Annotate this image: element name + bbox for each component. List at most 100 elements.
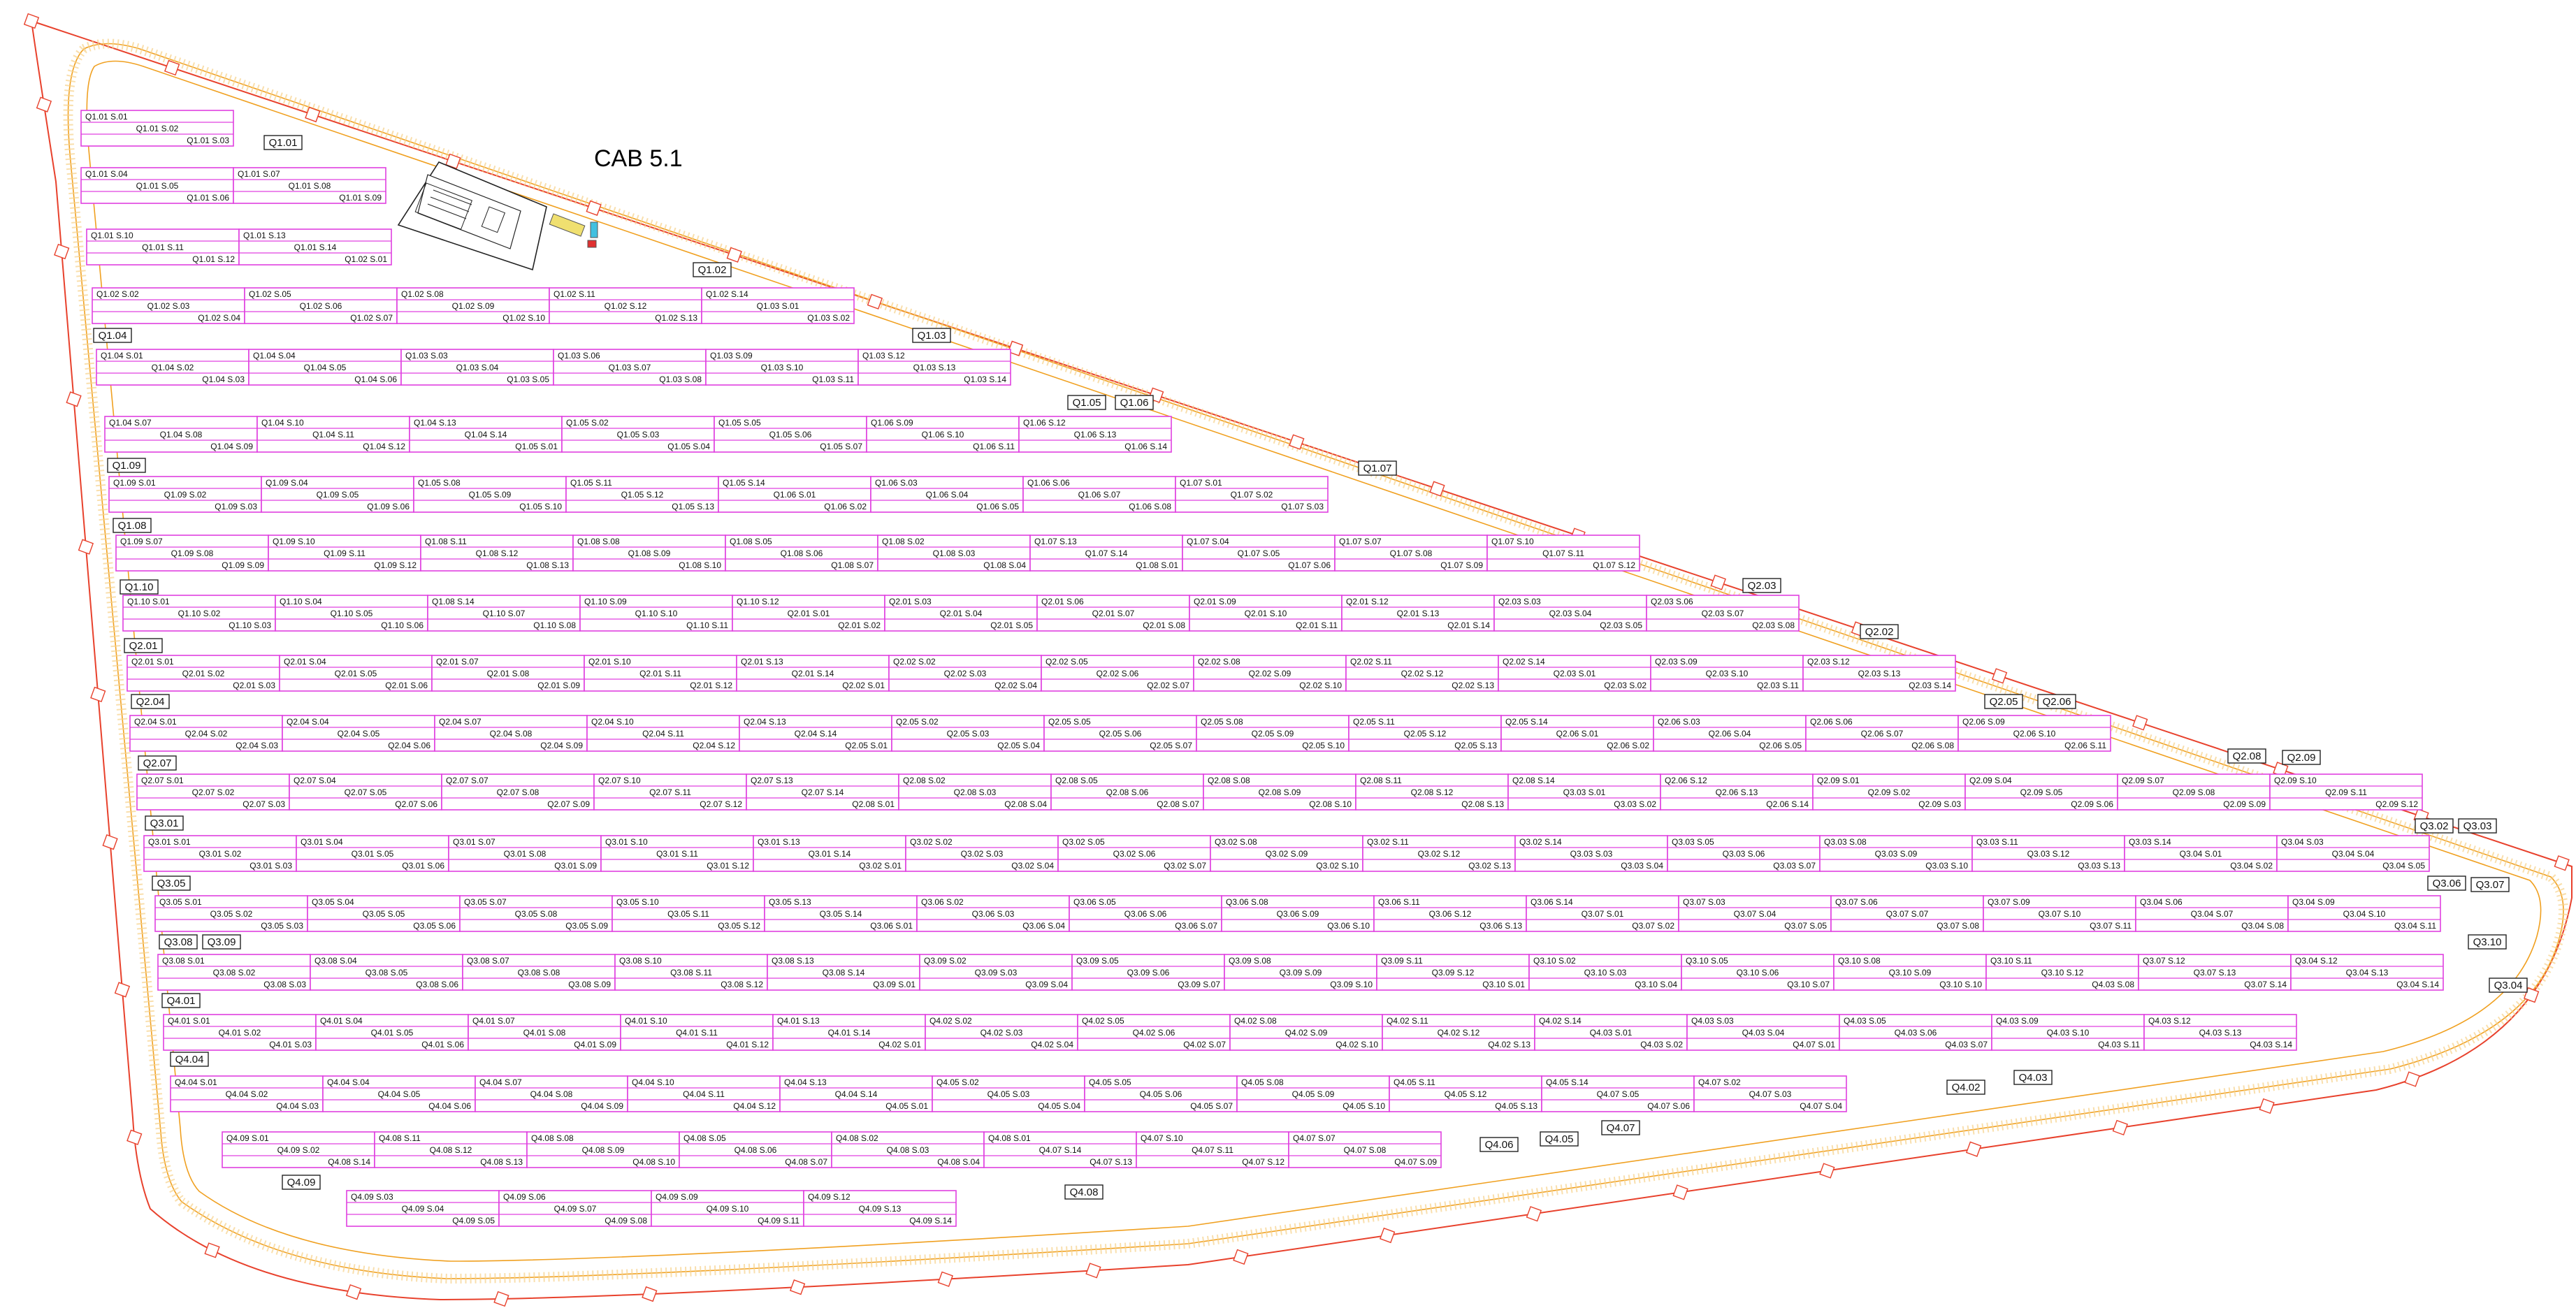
svg-text:Q3.06: Q3.06 <box>2433 878 2461 889</box>
string-label: Q3.01 S.01 <box>148 837 191 847</box>
string-label: Q2.01 S.07 <box>1092 609 1135 618</box>
string-label: Q4.05 S.01 <box>885 1101 928 1111</box>
fence-post <box>789 1279 806 1295</box>
string-table: Q2.03 S.09 Q2.03 S.10 Q2.03 S.11 <box>1650 655 1804 692</box>
string-table: Q2.08 S.05 Q2.08 S.06 Q2.08 S.07 <box>1050 773 1204 811</box>
string-label: Q4.03 S.02 <box>1640 1040 1683 1049</box>
svg-text:Q3.02: Q3.02 <box>2420 820 2449 832</box>
string-label: Q1.08 S.14 <box>432 597 475 606</box>
string-label: Q1.09 S.11 <box>324 548 366 558</box>
string-table: Q4.09 S.01 Q4.09 S.02 Q4.08 S.14 <box>222 1131 375 1168</box>
string-label: Q4.09 S.12 <box>808 1192 851 1202</box>
string-table: Q1.05 S.14 Q1.06 S.01 Q1.06 S.02 <box>718 476 871 513</box>
string-label: Q4.01 S.09 <box>574 1040 616 1049</box>
string-label: Q4.09 S.01 <box>226 1133 269 1143</box>
string-label: Q2.07 S.07 <box>446 776 489 785</box>
zone-tag: Q4.06 <box>1479 1137 1519 1152</box>
svg-text:Q1.08: Q1.08 <box>118 520 147 532</box>
string-label: Q1.01 S.07 <box>238 169 280 179</box>
string-table: Q1.09 S.01 Q1.09 S.02 Q1.09 S.03 <box>108 476 262 513</box>
zone-tag: Q4.08 <box>1064 1184 1104 1200</box>
string-label: Q2.03 S.09 <box>1655 657 1698 667</box>
string-label: Q2.07 S.12 <box>700 799 742 809</box>
fence-post <box>1991 668 2008 684</box>
string-label: Q4.02 S.02 <box>929 1016 972 1026</box>
string-label: Q4.08 S.06 <box>735 1145 777 1155</box>
string-label: Q2.07 S.14 <box>802 787 844 797</box>
string-label: Q2.01 S.08 <box>487 669 530 678</box>
string-label: Q3.03 S.03 <box>1570 849 1613 859</box>
fence-post <box>445 153 461 170</box>
string-label: Q1.06 S.01 <box>774 490 816 500</box>
string-label: Q3.06 S.08 <box>1226 897 1268 907</box>
string-label: Q1.07 S.02 <box>1231 490 1273 500</box>
string-table: Q1.08 S.08 Q1.08 S.09 Q1.08 S.10 <box>572 535 726 572</box>
string-label: Q3.09 S.06 <box>1127 968 1170 978</box>
string-label: Q4.01 S.05 <box>371 1028 414 1038</box>
zone-tag: Q1.05 <box>1067 395 1106 410</box>
string-label: Q3.04 S.01 <box>2180 849 2222 859</box>
string-label: Q1.09 S.06 <box>367 502 410 511</box>
string-label: Q2.08 S.10 <box>1309 799 1352 809</box>
string-label: Q3.07 S.14 <box>2244 980 2287 989</box>
string-table: Q2.04 S.07 Q2.04 S.08 Q2.04 S.09 <box>434 715 588 752</box>
string-label: Q4.01 S.07 <box>472 1016 515 1026</box>
string-label: Q1.01 S.05 <box>136 181 179 191</box>
string-table: Q1.01 S.10 Q1.01 S.11 Q1.01 S.12 <box>86 228 240 266</box>
string-label: Q2.07 S.03 <box>243 799 285 809</box>
string-label: Q3.09 S.07 <box>1178 980 1220 989</box>
string-label: Q4.08 S.04 <box>937 1157 980 1167</box>
string-table: Q4.02 S.08 Q4.02 S.09 Q4.02 S.10 <box>1229 1014 1383 1051</box>
string-table: Q3.09 S.11 Q3.09 S.12 Q3.10 S.01 <box>1376 954 1530 991</box>
svg-text:Q4.05: Q4.05 <box>1545 1133 1574 1145</box>
string-label: Q3.01 S.04 <box>301 837 343 847</box>
string-label: Q3.09 S.12 <box>1432 968 1475 978</box>
svg-text:Q2.01: Q2.01 <box>129 640 158 652</box>
string-label: Q4.04 S.14 <box>835 1089 878 1099</box>
string-label: Q4.07 S.03 <box>1749 1089 1792 1099</box>
string-label: Q4.02 S.06 <box>1133 1028 1175 1038</box>
zone-tag: Q1.02 <box>693 262 732 277</box>
string-label: Q3.09 S.01 <box>873 980 916 989</box>
string-label: Q4.09 S.05 <box>452 1216 495 1226</box>
string-label: Q1.08 S.05 <box>730 537 772 546</box>
string-label: Q3.07 S.10 <box>2039 909 2081 919</box>
string-table: Q1.02 S.08 Q1.02 S.09 Q1.02 S.10 <box>396 287 550 324</box>
string-label: Q2.02 S.09 <box>1249 669 1291 678</box>
fence-post <box>345 1284 362 1300</box>
string-label: Q1.09 S.02 <box>164 490 207 500</box>
string-label: Q4.07 S.05 <box>1597 1089 1640 1099</box>
string-label: Q1.05 S.02 <box>566 418 609 428</box>
string-label: Q2.01 S.01 <box>131 657 174 667</box>
string-label: Q3.02 S.11 <box>1367 837 1409 847</box>
string-label: Q4.05 S.06 <box>1140 1089 1182 1099</box>
string-label: Q1.05 S.07 <box>820 442 862 451</box>
string-label: Q3.01 S.14 <box>809 849 851 859</box>
string-label: Q2.02 S.13 <box>1452 681 1494 690</box>
string-label: Q2.03 S.03 <box>1498 597 1541 606</box>
string-label: Q1.07 S.14 <box>1085 548 1128 558</box>
string-table: Q2.07 S.07 Q2.07 S.08 Q2.07 S.09 <box>441 773 595 811</box>
string-label: Q3.03 S.01 <box>1563 787 1606 797</box>
string-label: Q1.04 S.04 <box>253 351 296 361</box>
string-label: Q1.02 S.03 <box>147 301 190 311</box>
string-table: Q2.05 S.08 Q2.05 S.09 Q2.05 S.10 <box>1196 715 1349 752</box>
string-label: Q2.01 S.03 <box>233 681 275 690</box>
string-table: Q1.10 S.09 Q1.10 S.10 Q1.10 S.11 <box>579 595 733 632</box>
zone-tag: Q2.08 <box>2227 748 2266 764</box>
string-label: Q3.02 S.03 <box>961 849 1004 859</box>
string-label: Q2.05 S.08 <box>1201 717 1243 727</box>
string-label: Q3.01 S.08 <box>504 849 547 859</box>
string-label: Q4.07 S.09 <box>1394 1157 1437 1167</box>
string-table: Q2.06 S.12 Q2.06 S.13 Q2.06 S.14 <box>1660 773 1814 811</box>
string-table: Q3.08 S.07 Q3.08 S.08 Q3.08 S.09 <box>462 954 616 991</box>
string-label: Q3.06 S.03 <box>972 909 1015 919</box>
string-label: Q4.02 S.09 <box>1285 1028 1328 1038</box>
string-table: Q3.09 S.08 Q3.09 S.09 Q3.09 S.10 <box>1224 954 1377 991</box>
string-table: Q2.03 S.03 Q2.03 S.04 Q2.03 S.05 <box>1493 595 1647 632</box>
string-label: Q2.04 S.08 <box>490 729 533 739</box>
zone-tag: Q3.01 <box>145 815 184 831</box>
string-label: Q2.04 S.14 <box>795 729 837 739</box>
string-label: Q2.04 S.03 <box>236 741 278 750</box>
string-label: Q4.05 S.13 <box>1495 1101 1537 1111</box>
